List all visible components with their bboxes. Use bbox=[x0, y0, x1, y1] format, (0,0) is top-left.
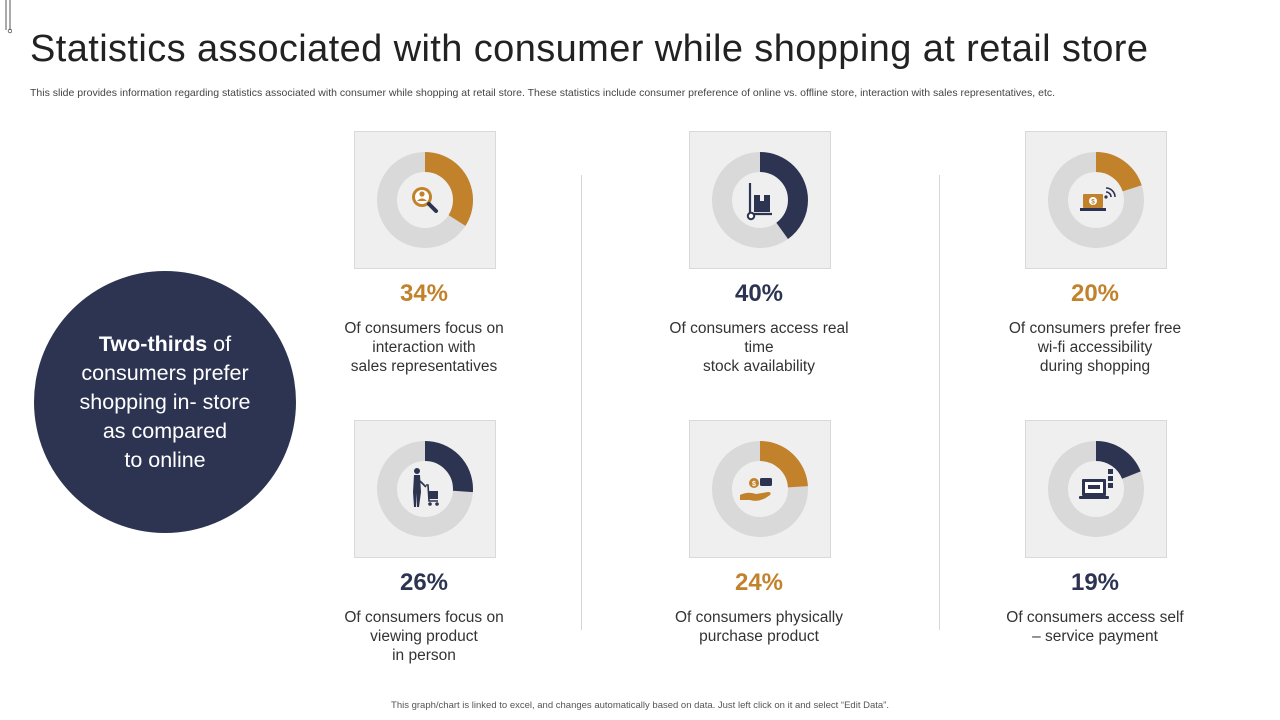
highlight-line5: to online bbox=[124, 447, 206, 472]
hand-truck-icon bbox=[746, 183, 772, 221]
highlight-line4: as compared bbox=[102, 418, 228, 443]
stat-description: Of consumers focus on interaction with sal… bbox=[324, 319, 524, 376]
donut-slice bbox=[1048, 152, 1144, 248]
stat-description-line: sales representatives bbox=[350, 358, 498, 375]
stat-description-line: Of consumers access self bbox=[1006, 609, 1184, 626]
stat-description: Of consumers physically purchase product bbox=[659, 608, 859, 646]
stat-description: Of consumers prefer free wi-fi accessibil… bbox=[995, 319, 1195, 376]
stat-card bbox=[1025, 420, 1167, 558]
stat-percent: 40% bbox=[734, 280, 784, 307]
highlight-line3: shopping in- store bbox=[79, 389, 251, 414]
corner-mark bbox=[5, 0, 12, 34]
highlight-circle: Two-thirds of consumers prefer shopping … bbox=[34, 271, 296, 533]
stat-card: $ bbox=[689, 420, 831, 558]
stat-description: Of consumers focus on viewing product in p… bbox=[324, 608, 524, 665]
donut-chart bbox=[377, 441, 473, 537]
donut-slice bbox=[1048, 441, 1144, 537]
highlight-line2: consumers prefer bbox=[81, 360, 249, 385]
donut-chart bbox=[712, 152, 808, 248]
laptop-wifi-icon: $ bbox=[1080, 187, 1116, 211]
stat-description: Of consumers access self – service paymen… bbox=[995, 608, 1195, 646]
stat-percent: 34% bbox=[399, 280, 449, 307]
shopper-cart-icon bbox=[413, 468, 439, 507]
donut-chart bbox=[377, 152, 473, 248]
highlight-line1: of bbox=[213, 331, 232, 356]
highlight-text: Two-thirds of consumers prefer shopping … bbox=[60, 330, 270, 475]
stat-description-line: Of consumers access real bbox=[669, 320, 849, 337]
donut-chart: $ bbox=[712, 441, 808, 537]
stat-description-line: Of consumers focus on bbox=[344, 609, 504, 626]
svg-text:$: $ bbox=[752, 481, 756, 488]
page-subtitle: This slide provides information regardin… bbox=[30, 87, 1056, 99]
stat-card bbox=[354, 131, 496, 269]
donut-slice bbox=[712, 152, 808, 248]
divider-2 bbox=[939, 175, 940, 630]
stat-description-line: stock availability bbox=[703, 358, 815, 375]
stat-percent: 19% bbox=[1070, 569, 1120, 596]
stat-percent: 20% bbox=[1070, 280, 1120, 307]
stat-description-line: Of consumers focus on bbox=[344, 320, 504, 337]
stat-percent: 24% bbox=[734, 569, 784, 596]
highlight-bold: Two-thirds bbox=[98, 331, 208, 356]
donut-slice bbox=[712, 441, 808, 537]
stat-description-line: during shopping bbox=[1039, 358, 1151, 375]
stat-description-line: time bbox=[744, 339, 774, 356]
donut-chart: $ bbox=[1048, 152, 1144, 248]
stat-description-line: purchase product bbox=[699, 628, 819, 645]
donut-slice bbox=[377, 152, 473, 248]
stat-description-line: in person bbox=[392, 647, 456, 664]
footer-note: This graph/chart is linked to excel, and… bbox=[391, 700, 889, 711]
svg-text:$: $ bbox=[1091, 199, 1095, 206]
stat-percent: 26% bbox=[399, 569, 449, 596]
hand-money-icon: $ bbox=[740, 478, 772, 501]
stat-card bbox=[354, 420, 496, 558]
laptop-payment-icon bbox=[1079, 469, 1113, 499]
stat-description-line: wi-fi accessibility bbox=[1037, 339, 1153, 356]
donut-chart bbox=[1048, 441, 1144, 537]
stat-card: $ bbox=[1025, 131, 1167, 269]
stat-description: Of consumers access real time stock availa… bbox=[659, 319, 859, 376]
search-user-icon bbox=[412, 187, 438, 213]
page-title: Statistics associated with consumer whil… bbox=[30, 28, 1149, 70]
divider-1 bbox=[581, 175, 582, 630]
stat-description-line: interaction with bbox=[372, 339, 476, 356]
stat-description-line: – service payment bbox=[1032, 628, 1158, 645]
stat-description-line: Of consumers physically bbox=[675, 609, 843, 626]
donut-slice bbox=[377, 441, 473, 537]
stat-description-line: viewing product bbox=[370, 628, 478, 645]
stat-card bbox=[689, 131, 831, 269]
stat-description-line: Of consumers prefer free bbox=[1008, 320, 1182, 337]
